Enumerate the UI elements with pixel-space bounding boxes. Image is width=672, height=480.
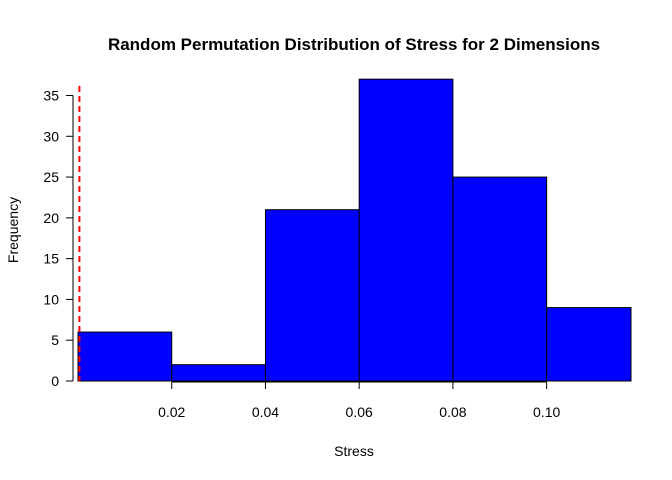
y-tick-label: 15 bbox=[43, 251, 59, 267]
y-tick-label: 30 bbox=[43, 128, 59, 144]
y-tick-label: 5 bbox=[51, 332, 59, 348]
x-tick-label: 0.04 bbox=[252, 404, 279, 420]
y-tick-label: 10 bbox=[43, 291, 59, 307]
histogram-bar bbox=[546, 307, 632, 382]
x-tick-label: 0.10 bbox=[533, 404, 560, 420]
bars-group bbox=[77, 78, 632, 382]
x-tick-label: 0.06 bbox=[346, 404, 373, 420]
x-tick-label: 0.08 bbox=[439, 404, 466, 420]
histogram-bar bbox=[358, 78, 454, 382]
chart-title: Random Permutation Distribution of Stres… bbox=[108, 35, 600, 54]
y-axis-label: Frequency bbox=[5, 197, 21, 263]
y-tick-label: 0 bbox=[51, 373, 59, 389]
y-tick-label: 35 bbox=[43, 88, 59, 104]
histogram-bar bbox=[171, 364, 266, 382]
histogram-bar bbox=[452, 176, 548, 382]
y-tick-label: 25 bbox=[43, 169, 59, 185]
y-axis: 0 5 10 15 20 25 30 35 bbox=[43, 88, 74, 389]
x-tick-label: 0.02 bbox=[158, 404, 185, 420]
x-axis-label: Stress bbox=[334, 443, 374, 459]
histogram-bar bbox=[264, 209, 360, 382]
histogram-bar bbox=[77, 331, 173, 382]
x-axis: 0.02 0.04 0.06 0.08 0.10 bbox=[158, 381, 560, 420]
y-tick-label: 20 bbox=[43, 210, 59, 226]
